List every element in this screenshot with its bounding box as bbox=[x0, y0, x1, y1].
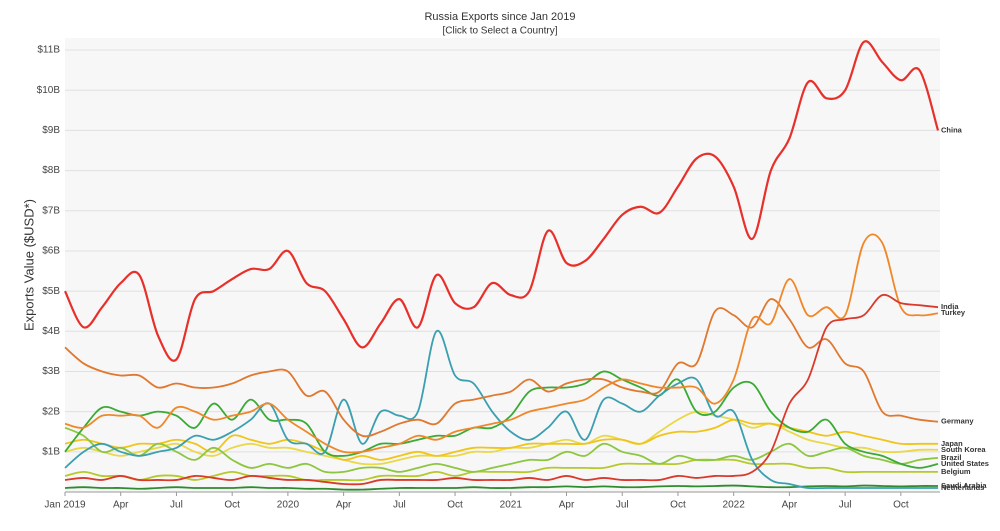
x-tick-label: Jan 2019 bbox=[44, 500, 86, 511]
series-label[interactable]: Brazil bbox=[941, 453, 961, 462]
x-tick-label: Oct bbox=[447, 500, 463, 511]
x-tick-label: Apr bbox=[559, 500, 575, 511]
series-label[interactable]: Netherlands bbox=[941, 483, 984, 492]
chart-title: Russia Exports since Jan 2019 bbox=[424, 11, 575, 23]
y-tick-label: $4B bbox=[42, 326, 60, 337]
series-line[interactable] bbox=[64, 410, 939, 466]
y-tick-label: $3B bbox=[42, 366, 60, 377]
series-line[interactable] bbox=[64, 458, 938, 482]
y-tick-label: $10B bbox=[37, 85, 61, 96]
chart-subtitle[interactable]: [Click to Select a Country] bbox=[442, 26, 557, 37]
series-label[interactable]: India bbox=[941, 302, 959, 311]
series-label[interactable]: United States bbox=[941, 459, 989, 468]
x-tick-label: Oct bbox=[224, 500, 240, 511]
series-line[interactable] bbox=[64, 484, 939, 491]
series-line[interactable] bbox=[64, 293, 939, 486]
x-tick-label: 2020 bbox=[277, 500, 300, 511]
series-label[interactable]: Saudi Arabia bbox=[941, 481, 987, 490]
x-tick-label: Jul bbox=[393, 500, 406, 511]
x-tick-label: Apr bbox=[782, 500, 798, 511]
series-label[interactable]: Turkey bbox=[941, 308, 966, 317]
x-tick-label: Oct bbox=[893, 500, 909, 511]
series-label[interactable]: South Korea bbox=[941, 445, 986, 454]
y-tick-label: $1B bbox=[42, 446, 60, 457]
y-tick-label: $6B bbox=[42, 246, 60, 257]
y-tick-label: $11B bbox=[37, 45, 60, 56]
x-tick-label: 2022 bbox=[723, 500, 746, 511]
series-line[interactable] bbox=[64, 298, 939, 438]
series-label[interactable]: Japan bbox=[941, 439, 963, 448]
series-label[interactable]: China bbox=[941, 125, 963, 134]
series-line[interactable] bbox=[64, 426, 939, 474]
x-tick-label: Oct bbox=[670, 500, 686, 511]
series-line[interactable] bbox=[64, 233, 939, 454]
series-line[interactable] bbox=[64, 330, 938, 490]
series-line[interactable] bbox=[64, 40, 940, 362]
y-tick-label: $9B bbox=[42, 125, 60, 136]
x-tick-label: 2021 bbox=[500, 500, 523, 511]
x-tick-label: Apr bbox=[336, 500, 352, 511]
x-tick-label: Apr bbox=[113, 500, 129, 511]
y-tick-label: $7B bbox=[42, 205, 60, 216]
y-tick-label: $8B bbox=[42, 165, 60, 176]
x-tick-label: Jul bbox=[616, 500, 629, 511]
series-label[interactable]: Germany bbox=[941, 417, 974, 426]
y-tick-label: $2B bbox=[42, 406, 60, 417]
series-label[interactable]: Belgium bbox=[941, 467, 971, 476]
y-axis-label: Exports Value ($USD*) bbox=[21, 199, 36, 331]
plot-area bbox=[65, 38, 940, 492]
x-tick-label: Jul bbox=[170, 500, 183, 511]
y-tick-label: $5B bbox=[42, 286, 60, 297]
x-tick-label: Jul bbox=[839, 500, 852, 511]
